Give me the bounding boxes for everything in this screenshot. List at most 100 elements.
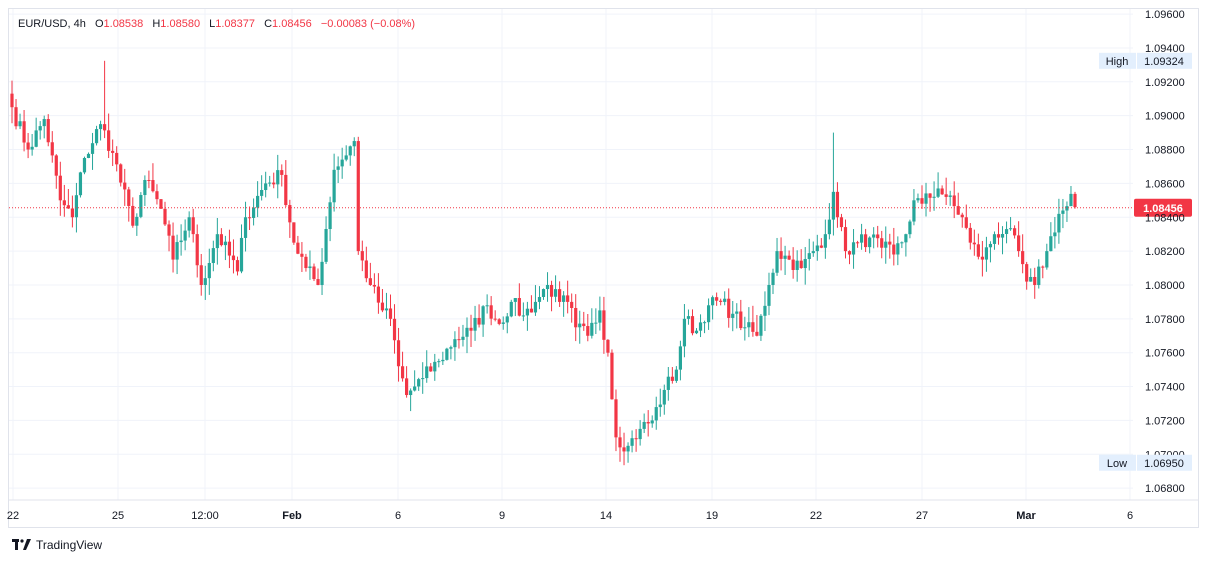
- candle[interactable]: [779, 237, 783, 271]
- candle[interactable]: [553, 275, 558, 303]
- candle[interactable]: [831, 132, 836, 236]
- candle[interactable]: [485, 294, 489, 314]
- candle[interactable]: [992, 231, 997, 250]
- candle[interactable]: [123, 168, 127, 206]
- candle[interactable]: [1061, 198, 1065, 229]
- candle[interactable]: [755, 314, 759, 337]
- candle[interactable]: [187, 211, 191, 238]
- candle[interactable]: [308, 250, 312, 280]
- candle[interactable]: [288, 199, 292, 238]
- candle[interactable]: [449, 345, 453, 360]
- candle[interactable]: [1017, 221, 1021, 257]
- candle[interactable]: [892, 227, 896, 266]
- candle[interactable]: [594, 308, 598, 335]
- candle[interactable]: [131, 197, 135, 228]
- candle[interactable]: [626, 442, 630, 463]
- candle[interactable]: [127, 186, 131, 222]
- candle[interactable]: [421, 362, 425, 394]
- candle[interactable]: [968, 223, 972, 250]
- candle[interactable]: [223, 235, 228, 261]
- candle[interactable]: [163, 201, 167, 226]
- candle[interactable]: [1045, 243, 1049, 270]
- candle[interactable]: [815, 234, 819, 261]
- candle[interactable]: [1008, 217, 1013, 231]
- candle[interactable]: [260, 175, 264, 201]
- candle[interactable]: [1033, 267, 1037, 299]
- candle[interactable]: [433, 353, 437, 381]
- candle[interactable]: [791, 247, 795, 279]
- candle[interactable]: [348, 145, 352, 166]
- candle[interactable]: [562, 291, 566, 317]
- candle[interactable]: [26, 133, 30, 159]
- candle[interactable]: [465, 317, 469, 354]
- candle[interactable]: [1037, 259, 1041, 289]
- candle[interactable]: [759, 314, 763, 341]
- candle[interactable]: [324, 216, 328, 265]
- candle[interactable]: [872, 227, 876, 249]
- candle[interactable]: [984, 236, 989, 272]
- candle[interactable]: [686, 309, 691, 325]
- candle[interactable]: [823, 219, 827, 259]
- candle[interactable]: [207, 248, 211, 295]
- candle[interactable]: [650, 415, 654, 428]
- candle[interactable]: [711, 295, 715, 320]
- candle[interactable]: [876, 225, 880, 248]
- candle[interactable]: [272, 172, 276, 189]
- candle[interactable]: [690, 309, 695, 336]
- candle[interactable]: [425, 350, 429, 383]
- candle[interactable]: [1073, 191, 1077, 209]
- chart-frame[interactable]: [8, 8, 1199, 528]
- candle[interactable]: [380, 288, 385, 313]
- candle[interactable]: [670, 367, 674, 384]
- candle[interactable]: [38, 121, 42, 140]
- candle[interactable]: [590, 308, 594, 339]
- candle[interactable]: [22, 110, 26, 152]
- candle[interactable]: [1069, 185, 1073, 207]
- candle[interactable]: [642, 413, 646, 434]
- candle[interactable]: [541, 288, 546, 300]
- candle[interactable]: [912, 189, 916, 226]
- candle[interactable]: [525, 301, 529, 331]
- candle[interactable]: [996, 222, 1001, 245]
- candle[interactable]: [50, 131, 54, 163]
- candle[interactable]: [135, 213, 139, 236]
- candle[interactable]: [952, 181, 956, 219]
- candle[interactable]: [392, 304, 397, 354]
- candle[interactable]: [775, 237, 779, 276]
- candle[interactable]: [195, 224, 199, 278]
- candle[interactable]: [58, 161, 62, 216]
- candle[interactable]: [453, 331, 457, 361]
- candle[interactable]: [264, 171, 268, 198]
- candle[interactable]: [10, 80, 14, 124]
- candle[interactable]: [111, 139, 115, 167]
- candle[interactable]: [574, 294, 578, 342]
- candle[interactable]: [916, 193, 920, 203]
- candle[interactable]: [243, 201, 248, 252]
- candle[interactable]: [409, 388, 413, 412]
- candle[interactable]: [300, 242, 304, 272]
- candle[interactable]: [658, 388, 662, 417]
- candle[interactable]: [1000, 226, 1005, 255]
- candle[interactable]: [803, 247, 807, 285]
- candle[interactable]: [682, 304, 687, 358]
- candle[interactable]: [827, 203, 831, 240]
- candle[interactable]: [211, 240, 215, 272]
- candle[interactable]: [751, 305, 755, 337]
- candle[interactable]: [610, 349, 614, 400]
- candle[interactable]: [82, 156, 87, 175]
- candle[interactable]: [30, 133, 34, 156]
- candle[interactable]: [107, 113, 111, 159]
- candle[interactable]: [795, 250, 799, 282]
- candle[interactable]: [396, 327, 401, 382]
- candle[interactable]: [98, 120, 103, 141]
- candle[interactable]: [1004, 221, 1009, 244]
- candle[interactable]: [384, 292, 389, 319]
- candle[interactable]: [896, 236, 900, 266]
- candle[interactable]: [739, 299, 743, 331]
- candle[interactable]: [276, 154, 280, 199]
- candle[interactable]: [356, 136, 360, 255]
- candle[interactable]: [940, 185, 944, 195]
- candle[interactable]: [533, 285, 538, 316]
- candle[interactable]: [662, 384, 666, 415]
- candle[interactable]: [735, 303, 739, 329]
